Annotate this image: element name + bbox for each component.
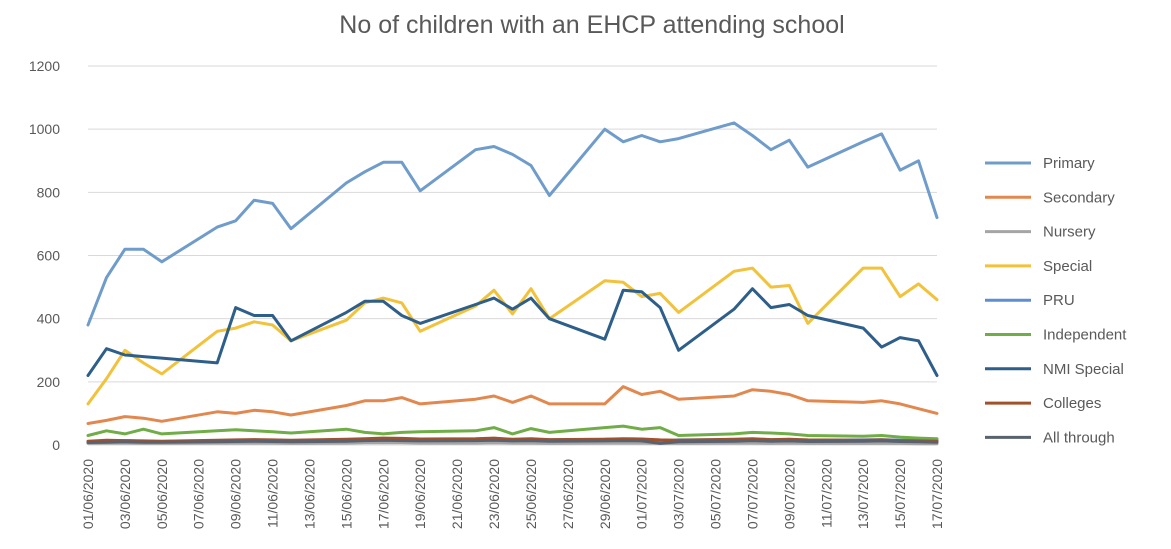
legend-label-pru: PRU xyxy=(1043,292,1075,309)
x-tick-label: 09/07/2020 xyxy=(781,459,797,529)
x-tick-label: 03/07/2020 xyxy=(671,459,687,529)
x-axis-ticks: 01/06/2020 03/06/2020 05/06/2020 07/06/2020… xyxy=(80,459,945,529)
legend: Primary Secondary Nursery Special PRU Indepen… xyxy=(985,155,1127,446)
x-tick-label: 23/06/2020 xyxy=(486,459,502,529)
y-tick-label: 400 xyxy=(37,311,61,327)
series-line-nmi-special xyxy=(86,287,939,377)
gridlines xyxy=(88,65,937,446)
series-line-all-through xyxy=(86,438,939,445)
legend-label-secondary: Secondary xyxy=(1043,189,1115,206)
x-tick-label: 01/07/2020 xyxy=(634,459,650,529)
x-tick-label: 05/06/2020 xyxy=(154,459,170,529)
y-tick-label: 600 xyxy=(37,248,61,264)
legend-label-nmi-special: NMI Special xyxy=(1043,361,1124,378)
x-tick-label: 17/07/2020 xyxy=(929,459,945,529)
x-tick-label: 29/06/2020 xyxy=(597,459,613,529)
legend-label-independent: Independent xyxy=(1043,327,1127,344)
legend-label-primary: Primary xyxy=(1043,155,1095,172)
x-tick-label: 05/07/2020 xyxy=(708,459,724,529)
x-tick-label: 13/06/2020 xyxy=(301,459,317,529)
x-tick-label: 17/06/2020 xyxy=(375,459,391,529)
x-tick-label: 03/06/2020 xyxy=(117,459,133,529)
series-line-independent xyxy=(86,424,939,441)
x-tick-label: 21/06/2020 xyxy=(449,459,465,529)
x-tick-label: 15/06/2020 xyxy=(338,459,354,529)
y-axis-ticks: 0 200 400 600 800 1000 1200 xyxy=(29,58,60,453)
x-tick-label: 27/06/2020 xyxy=(560,459,576,529)
y-tick-label: 1200 xyxy=(29,58,60,74)
legend-label-special: Special xyxy=(1043,258,1092,275)
series-line-colleges xyxy=(86,436,939,443)
legend-label-colleges: Colleges xyxy=(1043,395,1101,412)
x-tick-label: 09/06/2020 xyxy=(228,459,244,529)
series-line-primary xyxy=(86,121,939,327)
legend-label-all-through: All through xyxy=(1043,429,1115,446)
x-tick-label: 15/07/2020 xyxy=(892,459,908,529)
x-tick-label: 07/06/2020 xyxy=(191,459,207,529)
x-tick-label: 13/07/2020 xyxy=(855,459,871,529)
chart-title: No of children with an EHCP attending sc… xyxy=(339,11,844,39)
y-tick-label: 800 xyxy=(37,184,61,200)
x-tick-label: 19/06/2020 xyxy=(412,459,428,529)
x-tick-label: 11/07/2020 xyxy=(818,459,834,528)
x-tick-label: 11/06/2020 xyxy=(265,459,281,528)
x-tick-label: 01/06/2020 xyxy=(80,459,96,529)
series-line-special xyxy=(86,266,939,406)
x-tick-label: 07/07/2020 xyxy=(744,459,760,529)
y-tick-label: 200 xyxy=(37,374,61,390)
y-tick-label: 1000 xyxy=(29,121,60,137)
legend-label-nursery: Nursery xyxy=(1043,224,1096,241)
x-tick-label: 25/06/2020 xyxy=(523,459,539,529)
series-line-secondary xyxy=(86,385,939,425)
y-tick-label: 0 xyxy=(52,437,60,453)
series-lines xyxy=(86,121,939,446)
